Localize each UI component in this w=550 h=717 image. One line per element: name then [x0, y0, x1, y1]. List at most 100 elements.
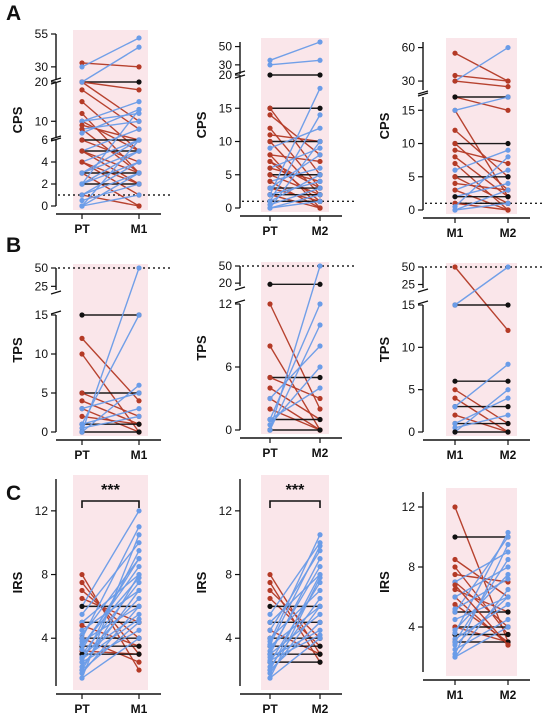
paired-line — [81, 618, 140, 660]
data-point — [136, 192, 142, 198]
paired-line — [454, 46, 509, 82]
paired-line — [269, 41, 321, 61]
data-point — [452, 194, 458, 200]
y-tick-label: 5 — [408, 383, 415, 397]
y-tick-label: 8 — [225, 568, 232, 582]
paired-line — [269, 574, 321, 623]
paired-line — [81, 407, 140, 425]
paired-line — [81, 624, 140, 647]
y-tick-label: 5 — [41, 386, 48, 400]
y-axis-label: IRS — [194, 571, 209, 593]
data-point — [505, 616, 511, 623]
data-point — [136, 137, 142, 143]
data-point — [317, 595, 323, 602]
paired-line — [81, 172, 140, 196]
data-point — [317, 39, 323, 45]
paired-line — [269, 303, 321, 420]
paired-line — [81, 100, 140, 122]
data-point — [79, 675, 85, 681]
data-point — [267, 343, 273, 349]
paired-line — [454, 573, 509, 583]
data-point — [505, 420, 511, 427]
data-point — [136, 540, 142, 546]
data-point — [79, 197, 85, 204]
y-tick-label: 0 — [41, 199, 48, 213]
paired-line — [81, 392, 140, 418]
data-point — [79, 110, 85, 117]
y-axis-label: IRS — [10, 571, 25, 593]
paired-line — [454, 544, 509, 655]
paired-line — [269, 550, 321, 631]
paired-line — [269, 577, 321, 679]
data-point — [505, 94, 511, 100]
data-point — [79, 126, 85, 132]
data-point — [317, 627, 323, 633]
axis-break-mark — [50, 137, 62, 142]
data-point — [452, 187, 458, 193]
y-tick-label: 8 — [408, 560, 415, 574]
paired-line — [454, 626, 509, 658]
data-point — [317, 281, 323, 287]
paired-line — [454, 397, 509, 433]
y-axis-label: CPS — [377, 112, 392, 139]
paired-line — [454, 551, 509, 583]
data-point — [317, 385, 323, 391]
data-point — [136, 587, 142, 594]
data-point — [505, 586, 511, 593]
data-point — [452, 404, 458, 410]
data-point — [452, 420, 458, 427]
panel-letter-b: B — [6, 234, 21, 257]
data-point — [505, 302, 511, 308]
data-point — [317, 301, 323, 307]
data-point — [267, 301, 273, 307]
x-tick-label: M1 — [447, 226, 464, 240]
paired-line — [81, 46, 140, 83]
y-tick-label: 4 — [225, 631, 232, 645]
data-point — [452, 571, 458, 578]
data-point — [452, 534, 458, 540]
data-point — [79, 122, 85, 128]
data-point — [267, 158, 273, 165]
paired-line — [81, 161, 140, 196]
data-point — [452, 204, 458, 210]
data-point — [136, 421, 142, 427]
paired-line — [269, 141, 321, 209]
data-point — [317, 556, 323, 562]
data-point — [452, 72, 458, 79]
paired-line — [269, 637, 321, 679]
paired-line — [269, 127, 321, 149]
paired-line — [269, 634, 321, 662]
data-point — [452, 582, 458, 588]
data-point — [452, 556, 458, 563]
data-point — [267, 406, 273, 412]
x-tick-label: M2 — [312, 702, 329, 716]
data-point — [505, 160, 511, 167]
paired-line — [81, 526, 140, 639]
data-point — [505, 564, 511, 570]
data-point — [452, 167, 458, 173]
data-point — [136, 627, 142, 633]
data-point — [317, 105, 323, 111]
data-point — [317, 416, 323, 423]
data-point — [452, 94, 458, 100]
data-point — [267, 132, 273, 138]
data-point — [136, 579, 142, 586]
data-point — [136, 35, 142, 41]
data-point — [79, 646, 85, 652]
y-tick-label: 4 — [41, 155, 48, 169]
data-point — [452, 378, 458, 384]
paired-line — [269, 141, 321, 196]
data-point — [452, 140, 458, 147]
x-tick-label: PT — [74, 702, 90, 716]
y-tick-label: 0 — [225, 201, 232, 215]
data-point — [267, 205, 273, 211]
y-tick-label: 30 — [35, 60, 49, 74]
data-point — [79, 421, 85, 427]
paired-line — [454, 363, 509, 408]
data-point — [79, 398, 85, 404]
paired-line — [81, 150, 140, 174]
y-tick-label: 5 — [225, 168, 232, 182]
paired-line — [81, 577, 140, 646]
data-point — [317, 343, 323, 349]
data-point — [452, 606, 458, 612]
